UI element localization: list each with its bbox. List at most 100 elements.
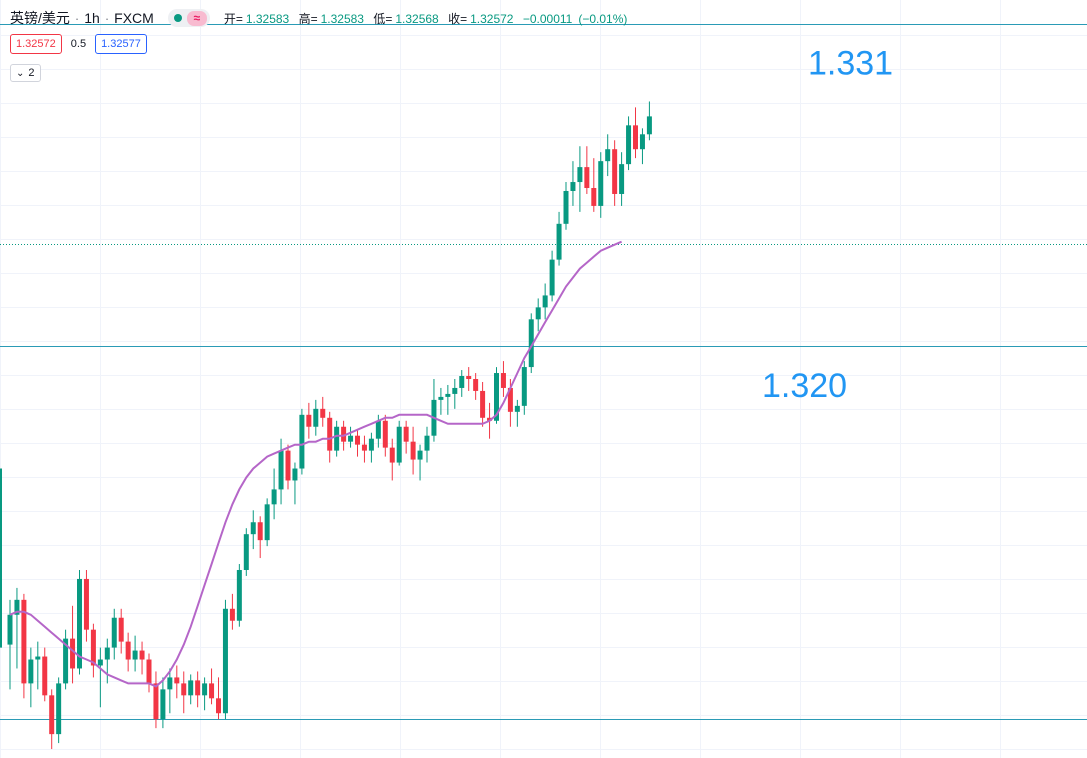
candle-body	[313, 408, 319, 427]
candle	[473, 373, 479, 400]
candle	[167, 668, 173, 714]
candle-body	[174, 677, 180, 684]
wave-icon[interactable]: ≈	[186, 10, 207, 26]
high-value: 1.32583	[320, 11, 364, 26]
candle-body	[257, 522, 263, 541]
horizontal-lines	[0, 24, 1087, 720]
candle-body	[167, 677, 173, 690]
chart-header: 英镑/美元 · 1h · FXCM ≈ 开= 1.32583 高= 1.32583 …	[10, 9, 633, 27]
candle	[445, 384, 451, 415]
candle	[584, 146, 590, 194]
candle	[104, 638, 110, 684]
candle	[452, 379, 458, 409]
candle	[285, 444, 291, 490]
candle	[216, 677, 221, 720]
candle	[195, 671, 201, 708]
candle	[118, 608, 124, 654]
candle	[292, 462, 298, 505]
interval-label[interactable]: 1h	[84, 10, 100, 26]
candle	[229, 593, 235, 630]
candle	[556, 211, 562, 266]
moving-average-line	[9, 240, 622, 688]
candle	[83, 569, 89, 642]
candle	[459, 370, 465, 397]
candle-body	[500, 373, 506, 388]
indicators-toggle-button[interactable]: ⌄ 2	[10, 64, 41, 82]
candle	[619, 152, 625, 206]
candle	[480, 381, 486, 427]
candle-body	[21, 599, 27, 684]
candle-body	[49, 695, 55, 735]
price-annotation-label: 1.331	[808, 45, 893, 83]
candle	[327, 411, 333, 463]
candle	[21, 593, 27, 699]
candle-body	[56, 683, 62, 735]
candle-body	[452, 387, 458, 394]
candle-body	[42, 656, 48, 696]
candle	[42, 647, 48, 702]
candle-body	[473, 379, 479, 391]
candle-body	[14, 599, 20, 615]
candle-body	[598, 161, 604, 206]
candle-body	[90, 629, 96, 666]
candle	[299, 408, 305, 475]
close-label: 收=	[448, 11, 468, 26]
symbol-name[interactable]: 英镑/美元	[10, 10, 70, 26]
candle	[542, 283, 548, 320]
candle	[466, 367, 472, 391]
candle	[90, 623, 96, 678]
candle-body	[633, 125, 638, 150]
candle-body	[612, 149, 618, 194]
candle	[438, 387, 444, 415]
candle	[355, 429, 360, 457]
candle	[35, 641, 41, 690]
candle-body	[424, 435, 430, 451]
candle-body	[327, 417, 333, 451]
candle-body	[153, 683, 159, 720]
price-annotations: 1.331 1.320	[762, 45, 893, 405]
candle-body	[181, 683, 187, 696]
close-value: 1.32572	[470, 11, 514, 26]
low-label: 低=	[373, 11, 393, 26]
candle	[97, 647, 103, 708]
candle-body	[28, 659, 34, 684]
buy-price-button[interactable]: 1.32577	[95, 34, 147, 54]
candle	[633, 107, 638, 159]
candle-body	[264, 504, 270, 541]
candle	[264, 498, 270, 547]
open-value: 1.32583	[245, 11, 290, 26]
candle-body	[577, 167, 583, 183]
candle-body	[70, 638, 76, 669]
candle-body	[271, 489, 277, 505]
candle	[410, 426, 416, 475]
candle-body	[535, 307, 541, 320]
candle	[181, 671, 187, 714]
candle-body	[556, 223, 562, 260]
sell-price-button[interactable]: 1.32572	[10, 34, 62, 54]
low-value: 1.32568	[395, 11, 439, 26]
candle-body	[514, 405, 520, 412]
candle	[250, 510, 256, 550]
candle	[271, 468, 277, 520]
candle-body	[278, 450, 284, 490]
candle-body	[160, 689, 166, 720]
candle	[174, 665, 180, 699]
candle-body	[125, 641, 131, 660]
candle	[591, 158, 597, 212]
candle	[577, 146, 583, 212]
candle-body	[375, 420, 381, 439]
candle	[348, 426, 354, 448]
candle-body	[382, 420, 388, 448]
candle	[77, 569, 82, 675]
separator-dot: ·	[74, 10, 80, 26]
candle-body	[626, 125, 632, 165]
candle-body	[83, 578, 89, 630]
candle	[431, 379, 437, 442]
moving-average	[9, 240, 622, 688]
candle-body	[466, 376, 472, 379]
market-status[interactable]: ≈	[167, 9, 210, 27]
candle	[202, 677, 208, 711]
candle-body	[222, 608, 228, 714]
